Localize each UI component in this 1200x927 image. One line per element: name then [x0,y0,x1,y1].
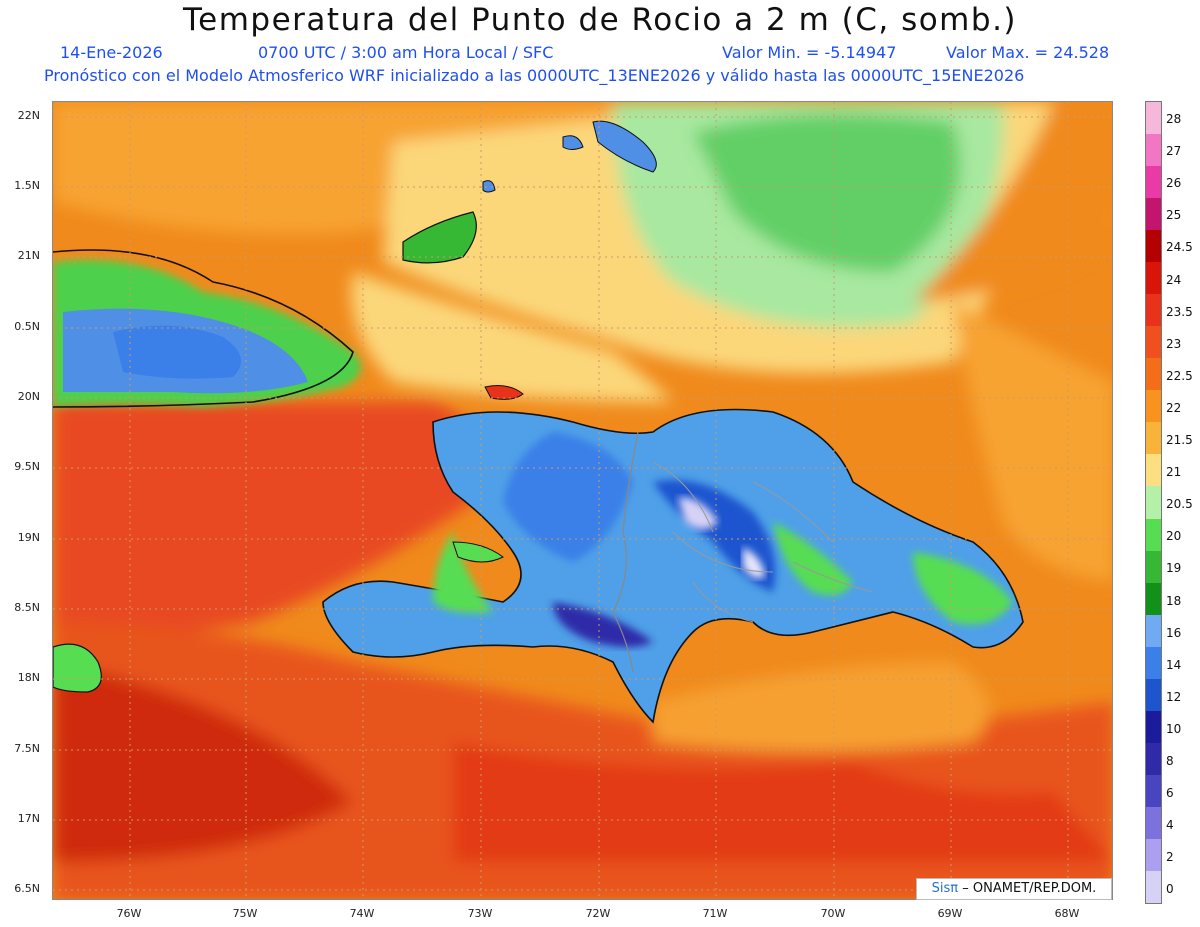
lon-label: 73W [467,907,493,920]
colorbar-label: 27 [1166,144,1182,159]
colorbar-label: 26 [1166,176,1182,191]
colorbar-label: 20.5 [1166,497,1193,512]
colorbar-segment [1146,454,1161,487]
colorbar-label: 0 [1166,882,1174,897]
colorbar-segment [1146,550,1161,584]
colorbar-label: 21.5 [1166,433,1193,447]
lat-label: 7.5N [14,742,40,755]
lat-label: 22N [17,109,40,122]
colorbar-label: 2 [1166,850,1174,865]
colorbar-segment [1146,646,1161,680]
colorbar-segment [1146,870,1161,904]
colorbar-segment [1146,678,1161,712]
lat-label: 20N [17,390,40,403]
colorbar-segment [1146,710,1161,744]
lat-lon-grid [53,102,1112,899]
colorbar-segment [1146,806,1161,840]
colorbar-segment [1146,614,1161,648]
colorbar-segment [1146,838,1161,872]
hispaniola-landmass [322,408,1024,724]
onamet-credit: – ONAMET/REP.DOM. [962,881,1097,896]
colorbar-label: 22.5 [1166,368,1193,383]
colorbar-segment [1146,166,1161,199]
colorbar-segment [1146,742,1161,776]
lat-label: 19N [17,531,40,544]
lat-label: 9.5N [14,460,40,473]
colorbar-label: 16 [1166,625,1182,640]
colorbar-segment [1146,582,1161,616]
lat-label: 6.5N [14,882,40,895]
cuba-landmass [53,249,361,408]
colorbar-label: 21 [1166,465,1182,480]
lon-label: 71W [702,907,728,920]
model-subtitle: Pronóstico con el Modelo Atmosferico WRF… [44,66,1025,85]
dewpoint-map [52,101,1113,900]
colorbar-segment [1146,134,1161,167]
lat-label: 21N [17,249,40,262]
lat-label: 18N [17,671,40,684]
colorbar-label: 24 [1166,272,1182,287]
colorbar-segment [1146,294,1161,327]
max-value: Valor Max. = 24.528 [946,43,1110,62]
colorbar-segment [1146,198,1161,231]
sispi-brand: Sisπ [931,881,959,896]
colorbar-label: 10 [1166,721,1182,736]
colorbar-segment [1146,230,1161,263]
lat-label: 17N [17,812,40,825]
map-canvas [53,102,1112,899]
lon-label: 72W [585,907,611,920]
lat-label: 8.5N [14,601,40,614]
colorbar-label: 22 [1166,400,1182,415]
lon-label: 76W [116,907,142,920]
colorbar-label: 20 [1166,529,1182,544]
colorbar-segment [1146,102,1161,135]
colorbar-label: 12 [1166,689,1182,704]
lon-label: 74W [349,907,375,920]
colorbar-segment [1146,390,1161,423]
colorbar-label: 18 [1166,593,1182,608]
colorbar-segment [1146,422,1161,455]
colorbar-label: 28 [1166,112,1182,126]
forecast-time: 0700 UTC / 3:00 am Hora Local / SFC [258,43,554,62]
lat-label: 0.5N [14,320,40,333]
colorbar-label: 19 [1166,561,1182,576]
jamaica-landmass [53,643,102,693]
colorbar-label: 4 [1166,818,1174,833]
colorbar-label: 23.5 [1166,304,1193,319]
ocean-field [53,102,1112,899]
colorbar-segment [1146,262,1161,295]
lon-label: 75W [232,907,258,920]
map-title: Temperatura del Punto de Rocio a 2 m (C,… [182,2,1018,38]
credit-badge: Sisπ – ONAMET/REP.DOM. [916,878,1112,900]
colorbar-segment [1146,326,1161,359]
bahamas-islands [402,120,657,400]
lat-label: 1.5N [14,179,40,192]
colorbar [1145,101,1162,904]
colorbar-label: 25 [1166,208,1182,223]
colorbar-segment [1146,358,1161,391]
colorbar-label: 23 [1166,336,1182,351]
lon-label: 68W [1054,907,1080,920]
colorbar-segment [1146,518,1161,552]
colorbar-label: 14 [1166,657,1182,672]
colorbar-segment [1146,486,1161,519]
lon-label: 69W [937,907,963,920]
colorbar-label: 8 [1166,754,1174,768]
colorbar-label: 6 [1166,786,1174,801]
colorbar-segment [1146,774,1161,808]
colorbar-label: 24.5 [1166,240,1193,255]
lon-label: 70W [820,907,846,920]
forecast-date: 14-Ene-2026 [60,43,163,62]
min-value: Valor Min. = -5.14947 [722,43,897,62]
